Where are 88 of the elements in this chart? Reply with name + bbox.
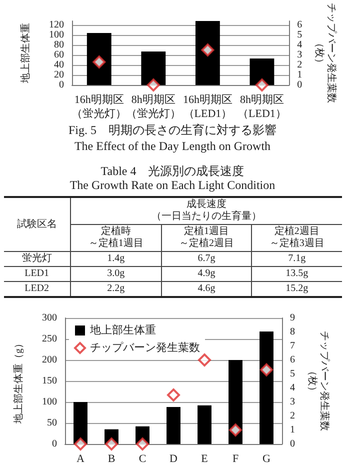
text: LED1 (4, 266, 71, 282)
point (229, 424, 242, 436)
caption: Fig. 5 明期の長さの生育に対する影響 (68, 123, 277, 137)
y-tick-label: 150 (42, 376, 57, 386)
table-title: Table 4 光源別の成長速度 (100, 164, 246, 178)
y-tick-label: 250 (42, 334, 57, 344)
y-axis-title: 地上部生体重 (20, 23, 32, 84)
bar (86, 33, 112, 85)
y2-tick-label: 1 (290, 424, 295, 436)
y-tick-label: 20 (54, 70, 64, 80)
point (146, 78, 160, 92)
y-tick-label: 0 (52, 438, 57, 450)
text: 定植1週目～定植2週目 (161, 224, 252, 252)
text: 試験区名 (4, 197, 71, 252)
y2-tick-label: 0 (290, 438, 295, 450)
point (201, 44, 214, 56)
bar (228, 360, 242, 444)
legend-label: 地上部生体重 (89, 324, 156, 336)
x-tick-label: D (170, 453, 178, 465)
y2-tick-label: 3 (297, 50, 302, 60)
y2-tick-label: 9 (290, 312, 295, 324)
text: 蛍光灯 (4, 252, 71, 266)
y2-tick-label: 6 (290, 354, 295, 366)
y-tick-label: 200 (42, 354, 57, 366)
point (255, 78, 268, 92)
y2-tick-label: 0 (297, 80, 302, 90)
bar (198, 405, 212, 444)
y-tick-label: 300 (42, 312, 57, 324)
bar (260, 331, 274, 444)
y2-tick-label: 5 (297, 30, 302, 40)
bar (74, 402, 88, 444)
text: 1.4g (70, 252, 162, 266)
text: 定植時～定植1週目 (70, 224, 162, 252)
x-tick-label: C (138, 453, 146, 465)
y-tick-label: 40 (54, 60, 64, 70)
bar (250, 58, 274, 85)
bar (195, 21, 220, 85)
y-tick-label: 0 (59, 80, 64, 90)
y2-tick-label: 8 (290, 326, 295, 338)
text: 6.7g (161, 252, 252, 266)
text: LED2 (4, 282, 71, 297)
y-tick-label: 100 (42, 396, 57, 408)
x-tick-label: B (108, 453, 116, 465)
y2-tick-label: 2 (297, 60, 302, 70)
legend-label: チップバーン発生葉数 (90, 341, 200, 354)
text: 7.1g (252, 252, 342, 266)
text: The Effect of the Day Length on Growth (74, 139, 271, 153)
x-tick-label: 16h明期区（蛍光灯） (72, 94, 127, 120)
point (74, 438, 87, 450)
y-tick-label: 60 (54, 50, 64, 60)
bar (141, 52, 166, 85)
y2-tick-label: 6 (297, 20, 302, 30)
y-axis-title: 地上部生体重（g） (12, 338, 24, 424)
text: 2.2g (70, 282, 162, 297)
text: The Growth Rate on Each Light Condition (68, 178, 276, 192)
point (260, 363, 273, 376)
y2-tick-label: 2 (290, 410, 295, 422)
text: 4.9g (161, 266, 252, 282)
x-tick-label: A (76, 453, 85, 465)
y2-tick-label: 4 (290, 382, 295, 394)
y2-tick-label: 1 (297, 70, 302, 80)
y2-tick-label: 3 (290, 396, 295, 408)
x-tick-label: 8h明期区（LED1） (238, 94, 286, 120)
y2-tick-label: 5 (290, 368, 295, 380)
text: 4.6g (161, 282, 252, 297)
y2-axis-title: チップバーン発生葉数（枚） (314, 3, 338, 103)
point (136, 438, 149, 450)
x-tick-label: 16h明期区（LED1） (182, 94, 232, 120)
y-tick-label: 80 (54, 40, 64, 50)
y2-tick-label: 4 (297, 40, 302, 50)
x-tick-label: E (201, 453, 208, 465)
point (198, 354, 211, 366)
y-tick-label: 50 (47, 418, 57, 428)
x-tick-label: 8h明期区（蛍光灯） (126, 94, 181, 120)
bar (166, 407, 180, 444)
text: 定植2週目～定植3週目 (252, 224, 342, 252)
point (105, 438, 118, 450)
point (167, 388, 180, 402)
x-tick-label: G (262, 453, 271, 465)
y2-axis-title: チップバーン発生葉数（枚） (306, 331, 330, 431)
text: 3.0g (70, 266, 162, 282)
text: 成長速度（一日当たりの生育量） (70, 197, 342, 224)
x-tick-label: F (232, 453, 239, 465)
text: 15.2g (252, 282, 342, 297)
y2-tick-label: 7 (290, 340, 295, 352)
y-tick-label: 100 (49, 30, 64, 40)
y-tick-label: 120 (49, 20, 64, 30)
text: 13.5g (252, 266, 342, 282)
